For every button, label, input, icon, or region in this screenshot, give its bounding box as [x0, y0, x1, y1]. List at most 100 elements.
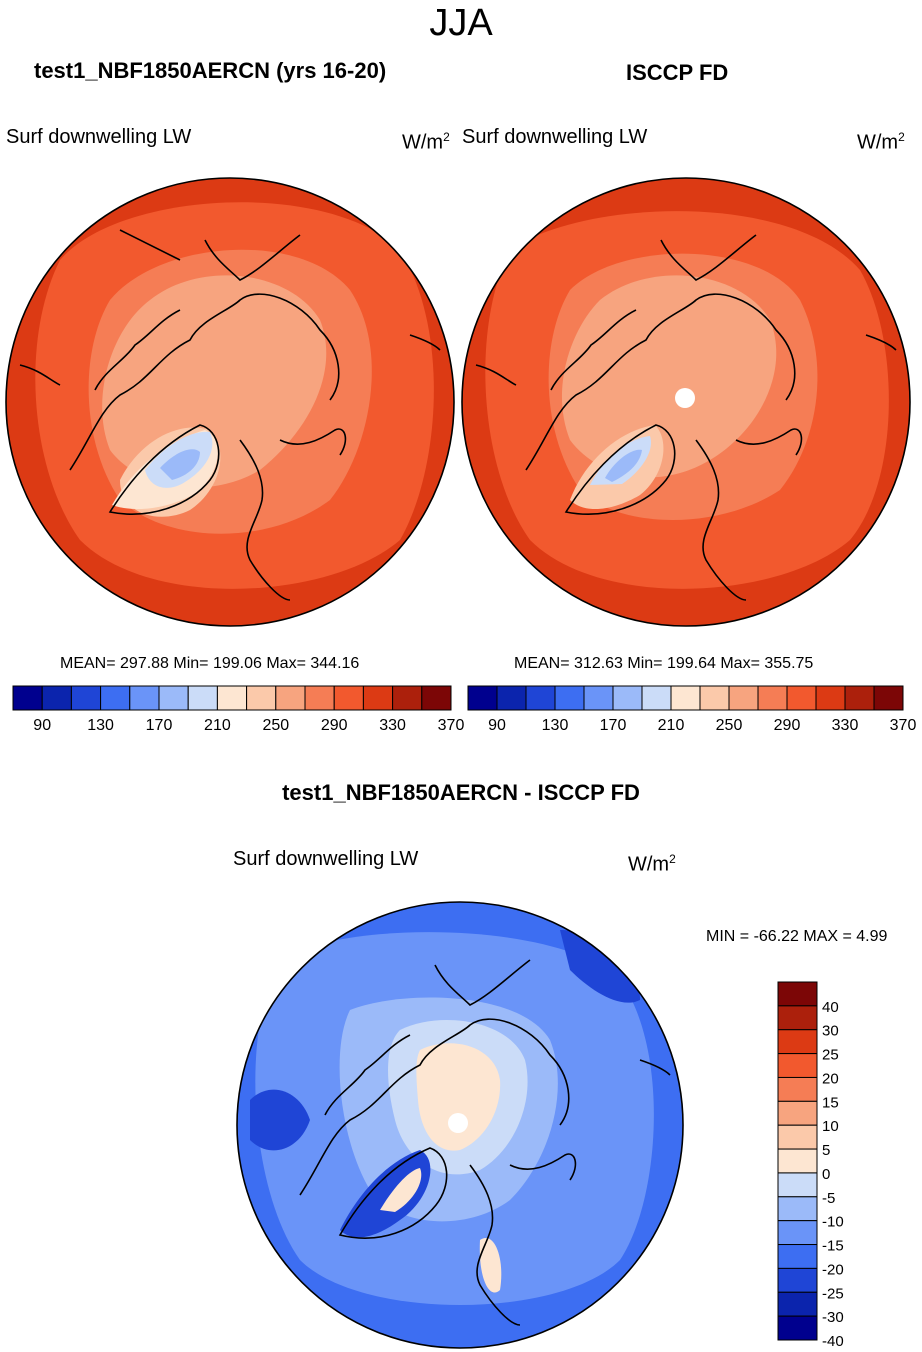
obs-map-border	[461, 177, 911, 627]
obs-colorbar-box	[815, 685, 846, 711]
obs-colorbar-box	[757, 685, 788, 711]
obs-colorbar-box	[496, 685, 527, 711]
obs-colorbar-tick-label: 130	[542, 717, 569, 734]
diff-colorbar-box	[777, 1053, 818, 1078]
diff-field-ring4	[416, 1043, 501, 1151]
diff-colorbar-tick-label: -40	[822, 1333, 844, 1350]
model-colorbar: 90 130 170 210 250 290 330 370	[12, 685, 465, 734]
obs-coastlines	[475, 234, 897, 601]
diff-colorbar-box	[777, 1315, 818, 1341]
model-colorbar-box	[129, 685, 160, 711]
obs-colorbar-tick-label: 330	[832, 717, 859, 734]
obs-stats: MEAN= 312.63 Min= 199.64 Max= 355.75	[514, 655, 814, 672]
model-colorbar-box	[100, 685, 131, 711]
model-colorbar-tick-label: 170	[146, 717, 173, 734]
diff-colorbar-tick-label: 25	[822, 1047, 839, 1064]
diff-map-border	[236, 901, 684, 1349]
obs-colorbar-box	[467, 685, 498, 711]
model-colorbar-tick-label: 370	[438, 717, 465, 734]
obs-colorbar: 90 130 170 210 250 290 330 370	[467, 685, 917, 734]
obs-colorbar-box	[844, 685, 875, 711]
obs-colorbar-box	[786, 685, 817, 711]
model-field-core	[160, 449, 200, 480]
model-map	[6, 178, 454, 626]
diff-colorbar: 40 30 25 20 15 10 5 0 -5 -10 -15 -20 -25 -30 -40	[777, 981, 844, 1350]
model-colorbar-box	[158, 685, 189, 711]
diff-colorbar-box	[777, 981, 818, 1007]
diff-colorbar-tick-label: -20	[822, 1261, 844, 1278]
model-colorbar-box	[70, 685, 102, 711]
diff-colorbar-box	[777, 1100, 818, 1126]
diff-colorbar-tick-label: 15	[822, 1094, 839, 1111]
diff-low-north	[560, 930, 640, 1003]
diff-colorbar-box	[777, 1172, 818, 1198]
obs-field-core	[605, 449, 642, 482]
obs-panel-title: ISCCP FD	[626, 60, 729, 85]
diff-low-west	[250, 1089, 310, 1151]
model-colorbar-tick-label: 210	[204, 717, 231, 734]
model-field-ring3	[102, 275, 327, 488]
diff-colorbar-tick-label: 20	[822, 1070, 839, 1087]
obs-colorbar-box	[670, 685, 701, 711]
obs-colorbar-box	[873, 685, 904, 711]
obs-colorbar-tick-label: 170	[600, 717, 627, 734]
diff-colorbar-box	[777, 1244, 818, 1269]
obs-missing-pole	[675, 388, 695, 408]
diff-colorbar-box	[777, 1029, 818, 1055]
obs-field-ring3	[561, 275, 777, 478]
model-colorbar-tick-label: 250	[262, 717, 289, 734]
diff-colorbar-tick-label: 0	[822, 1166, 830, 1183]
obs-colorbar-tick-label: 290	[774, 717, 801, 734]
diff-colorbar-box	[777, 1124, 818, 1150]
diff-colorbar-tick-label: -15	[822, 1238, 844, 1255]
diff-colorbar-box	[777, 1220, 818, 1246]
diff-coastlines	[299, 959, 671, 1326]
diff-scandinavia-high	[479, 1238, 502, 1293]
obs-colorbar-tick-label: 210	[658, 717, 685, 734]
model-colorbar-box	[187, 685, 218, 711]
obs-colorbar-box	[641, 685, 672, 711]
diff-colorbar-tick-label: -5	[822, 1190, 835, 1207]
diff-colorbar-box	[777, 1076, 818, 1102]
diff-colorbar-tick-label: -25	[822, 1285, 844, 1302]
diff-colorbar-box	[777, 1005, 818, 1031]
model-colorbar-tick-label: 90	[33, 717, 51, 734]
model-stats: MEAN= 297.88 Min= 199.06 Max= 344.16	[60, 655, 360, 672]
model-colorbar-box	[392, 685, 423, 711]
model-colorbar-tick-label: 130	[87, 717, 114, 734]
model-colorbar-box	[421, 685, 452, 711]
model-colorbar-tick-label: 290	[321, 717, 348, 734]
diff-colorbar-tick-label: -10	[822, 1214, 844, 1231]
model-colorbar-tick-label: 330	[379, 717, 406, 734]
model-colorbar-box	[216, 685, 248, 711]
obs-colorbar-box	[554, 685, 585, 711]
model-colorbar-box	[362, 685, 394, 711]
model-units-label: W/m2	[402, 130, 450, 154]
diff-colorbar-box	[777, 1196, 818, 1222]
model-colorbar-box	[12, 685, 43, 711]
obs-colorbar-box	[525, 685, 556, 711]
obs-colorbar-tick-label: 90	[488, 717, 506, 734]
diff-colorbar-tick-label: 10	[822, 1118, 839, 1135]
model-coastlines	[19, 229, 441, 601]
diff-panel-title: test1_NBF1850AERCN - ISCCP FD	[282, 780, 640, 805]
model-colorbar-box	[333, 685, 364, 711]
obs-units-label: W/m2	[857, 130, 905, 154]
obs-colorbar-tick-label: 370	[890, 717, 917, 734]
diff-colorbar-tick-label: -30	[822, 1309, 844, 1326]
model-map-border	[5, 177, 455, 627]
diff-greenland-high	[380, 1168, 422, 1212]
diff-colorbar-tick-label: 30	[822, 1023, 839, 1040]
model-variable-label: Surf downwelling LW	[6, 126, 192, 148]
obs-colorbar-box	[612, 685, 643, 711]
main-title: JJA	[429, 2, 493, 44]
diff-variable-label: Surf downwelling LW	[233, 848, 419, 870]
diff-stats: MIN = -66.22 MAX = 4.99	[706, 928, 888, 945]
diff-greenland-low	[340, 1150, 431, 1238]
diff-missing-pole	[448, 1113, 468, 1133]
obs-variable-label: Surf downwelling LW	[462, 126, 648, 148]
diff-colorbar-box	[777, 1267, 818, 1293]
obs-map	[462, 178, 910, 626]
diff-colorbar-tick-label: 5	[822, 1142, 830, 1159]
